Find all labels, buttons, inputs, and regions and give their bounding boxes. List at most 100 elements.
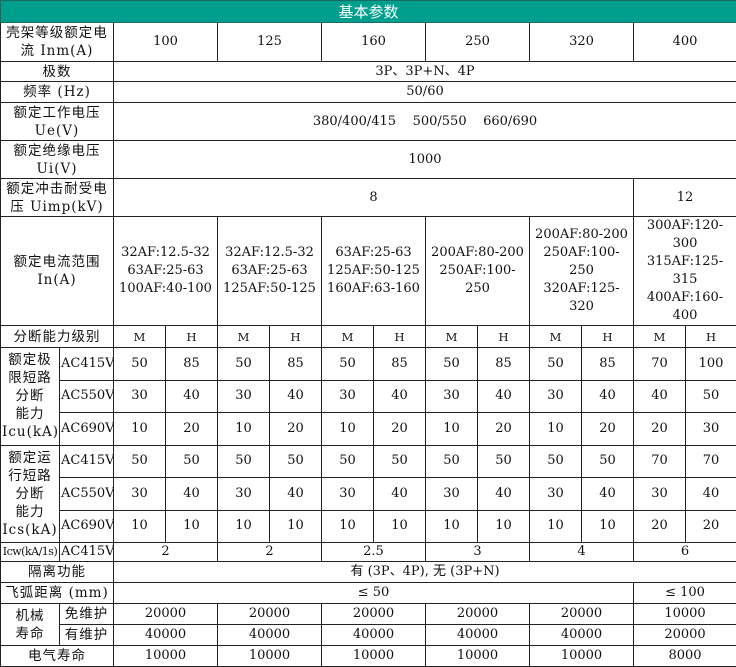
value-cell: 85 — [478, 348, 530, 381]
isolation-row: 隔离功能有 (3P、4P), 无 (3P+N) — [1, 562, 736, 583]
value-cell: 20000 — [218, 604, 322, 625]
voltage-label: AC690V — [60, 510, 114, 543]
value-cell: 10 — [582, 510, 634, 543]
value-cell: 4 — [530, 543, 634, 562]
row-label: 额定工作电压 Ue(V) — [1, 103, 114, 141]
value-cell: 30 — [530, 478, 582, 511]
row-label: 隔离功能 — [1, 562, 114, 583]
value-cell: 12 — [634, 179, 736, 217]
value-cell: 10 — [322, 510, 374, 543]
value-cell: H — [686, 326, 736, 348]
value-cell: 20 — [270, 413, 322, 446]
value-cell: 50 — [686, 380, 736, 413]
value-cell: 70 — [686, 445, 736, 478]
value-cell: ≤ 50 — [114, 583, 634, 604]
value-cell: 30 — [634, 478, 686, 511]
ue-row: 额定工作电压 Ue(V)380/400/415 500/550 660/690 — [1, 103, 736, 141]
value-cell: 125 — [218, 23, 322, 62]
value-cell: 85 — [374, 348, 426, 381]
value-cell: 85 — [166, 348, 218, 381]
value-cell: M — [426, 326, 478, 348]
value-cell: 10 — [166, 510, 218, 543]
value-cell: 10 — [374, 510, 426, 543]
value-cell: 10 — [530, 413, 582, 446]
value-cell: 20 — [634, 510, 686, 543]
value-cell: 50/60 — [114, 82, 736, 103]
frequency-row: 频率 (Hz)50/60 — [1, 82, 736, 103]
value-cell: 50 — [166, 445, 218, 478]
value-cell: 10000 — [634, 604, 736, 625]
value-cell: 20 — [374, 413, 426, 446]
value-cell: 40 — [374, 478, 426, 511]
value-cell: 200AF:80-200 250AF:100-250 320AF:125-320 — [530, 217, 634, 326]
value-cell: 8 — [114, 179, 634, 217]
value-cell: 30 — [530, 380, 582, 413]
value-cell: 380/400/415 500/550 660/690 — [114, 103, 736, 141]
ui-row: 额定绝缘电压 Ui(V)1000 — [1, 141, 736, 179]
value-cell: 63AF:25-63 125AF:50-125 160AF:63-160 — [322, 217, 426, 326]
value-cell: 300AF:120-300 315AF:125-315 400AF:160-40… — [634, 217, 736, 326]
title-row: 基本参数 — [1, 1, 736, 23]
value-cell: 85 — [582, 348, 634, 381]
voltage-label: AC550V — [60, 478, 114, 511]
value-cell: 30 — [114, 478, 166, 511]
row-label: 额定绝缘电压 Ui(V) — [1, 141, 114, 179]
value-cell: 50 — [270, 445, 322, 478]
sub-label: 有维护 — [60, 625, 114, 646]
value-cell: 50 — [582, 445, 634, 478]
value-cell: 40000 — [114, 625, 218, 646]
value-cell: 70 — [634, 348, 686, 381]
value-cell: 10 — [114, 413, 166, 446]
value-cell: 50 — [218, 445, 270, 478]
value-cell: 有 (3P、4P), 无 (3P+N) — [114, 562, 736, 583]
value-cell: 3 — [426, 543, 530, 562]
value-cell: 10 — [218, 413, 270, 446]
value-cell: 30 — [322, 478, 374, 511]
value-cell: 40 — [270, 478, 322, 511]
value-cell: 40000 — [322, 625, 426, 646]
value-cell: 10 — [270, 510, 322, 543]
value-cell: 20000 — [634, 625, 736, 646]
value-cell: H — [478, 326, 530, 348]
value-cell: 50 — [322, 445, 374, 478]
value-cell: H — [270, 326, 322, 348]
value-cell: 10000 — [426, 646, 530, 667]
row-label: 壳架等级额定电 流 Inm(A) — [1, 23, 114, 62]
value-cell: 40 — [634, 380, 686, 413]
value-cell: 85 — [270, 348, 322, 381]
value-cell: 40 — [166, 380, 218, 413]
value-cell: 2.5 — [322, 543, 426, 562]
value-cell: ≤ 100 — [634, 583, 736, 604]
value-cell: 3P、3P+N、4P — [114, 62, 736, 82]
value-cell: 1000 — [114, 141, 736, 179]
value-cell: 50 — [426, 445, 478, 478]
value-cell: 50 — [478, 445, 530, 478]
value-cell: 30 — [218, 380, 270, 413]
voltage-label: AC550V — [60, 380, 114, 413]
value-cell: 50 — [114, 348, 166, 381]
voltage-label: AC415V — [60, 543, 114, 562]
value-cell: 10 — [218, 510, 270, 543]
value-cell: 8000 — [634, 646, 736, 667]
value-cell: H — [582, 326, 634, 348]
value-cell: 50 — [374, 445, 426, 478]
value-cell: 10 — [426, 510, 478, 543]
value-cell: 20 — [634, 413, 686, 446]
value-cell: 10 — [114, 510, 166, 543]
value-cell: 30 — [114, 380, 166, 413]
value-cell: 160 — [322, 23, 426, 62]
value-cell: 40 — [478, 380, 530, 413]
value-cell: 40 — [374, 380, 426, 413]
value-cell: 100 — [686, 348, 736, 381]
value-cell: 40000 — [426, 625, 530, 646]
value-cell: 20 — [166, 413, 218, 446]
value-cell: M — [322, 326, 374, 348]
value-cell: 20 — [478, 413, 530, 446]
